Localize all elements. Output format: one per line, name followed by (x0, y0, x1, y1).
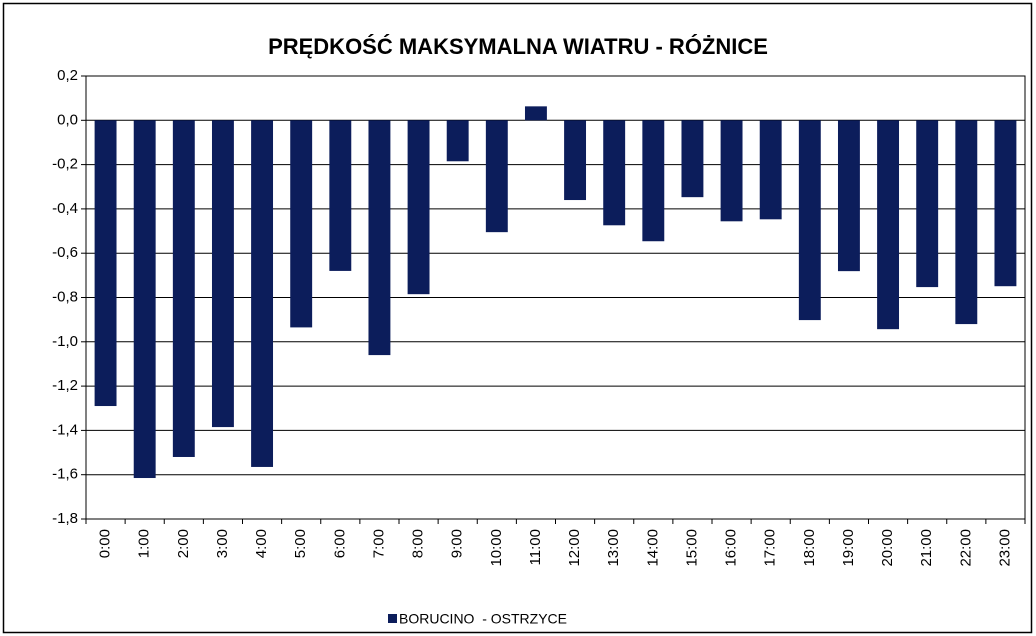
x-tick-label: 17:00 (762, 529, 779, 567)
y-tick-label: -1,6 (52, 466, 78, 483)
x-tick-label: 2:00 (175, 529, 192, 558)
x-tick-label: 23:00 (996, 529, 1013, 567)
bar (681, 120, 704, 198)
bar (94, 120, 117, 407)
x-tick-label: 21:00 (918, 529, 935, 567)
chart-title: PRĘDKOŚĆ MAKSYMALNA WIATRU - RÓŻNICE (268, 34, 768, 59)
bar (916, 120, 939, 288)
x-tick-label: 5:00 (292, 529, 309, 558)
x-tick-label: 12:00 (566, 529, 583, 567)
bar (172, 120, 195, 457)
y-tick-label: -0,8 (52, 288, 78, 305)
y-tick-label: -0,4 (52, 200, 78, 217)
x-tick-label: 14:00 (644, 529, 661, 567)
bar (994, 120, 1017, 287)
y-tick-label: -1,0 (52, 333, 78, 350)
bar (133, 120, 156, 479)
y-tick-label: 0,2 (57, 67, 78, 84)
y-tick-label: -0,2 (52, 156, 78, 173)
bar (798, 120, 821, 321)
bar (877, 120, 900, 330)
bar (955, 120, 978, 325)
bar (211, 120, 234, 428)
x-tick-label: 20:00 (879, 529, 896, 567)
x-tick-label: 8:00 (410, 529, 427, 558)
x-tick-label: 22:00 (957, 529, 974, 567)
x-tick-label: 13:00 (605, 529, 622, 567)
y-tick-label: -1,4 (52, 421, 78, 438)
x-tick-label: 1:00 (136, 529, 153, 558)
x-tick-label: 15:00 (683, 529, 700, 567)
bar (485, 120, 508, 233)
y-tick-label: 0,0 (57, 111, 78, 128)
bar (720, 120, 743, 222)
legend-swatch (388, 614, 397, 623)
x-tick-label: 6:00 (331, 529, 348, 558)
legend-label: BORUCINO - OSTRZYCE (399, 611, 567, 627)
bar (759, 120, 782, 220)
bar (290, 120, 313, 328)
y-tick-label: -1,8 (52, 510, 78, 527)
bar (368, 120, 391, 356)
y-tick-label: -0,6 (52, 244, 78, 261)
bar (837, 120, 860, 272)
x-tick-label: 19:00 (840, 529, 857, 567)
y-tick-label: -1,2 (52, 377, 78, 394)
x-tick-label: 9:00 (449, 529, 466, 558)
x-tick-label: 11:00 (527, 529, 544, 565)
x-tick-label: 3:00 (214, 529, 231, 558)
x-tick-label: 4:00 (253, 529, 270, 558)
x-tick-label: 18:00 (801, 529, 818, 567)
bar (446, 120, 469, 162)
x-tick-label: 0:00 (97, 529, 114, 558)
bar (564, 120, 587, 201)
bar (407, 120, 430, 295)
bar (524, 106, 547, 121)
x-tick-label: 16:00 (723, 529, 740, 567)
bar (603, 120, 626, 226)
x-tick-label: 7:00 (370, 529, 387, 558)
x-tick-label: 10:00 (488, 529, 505, 567)
bar (251, 120, 274, 467)
bar (642, 120, 665, 242)
bar (329, 120, 352, 271)
